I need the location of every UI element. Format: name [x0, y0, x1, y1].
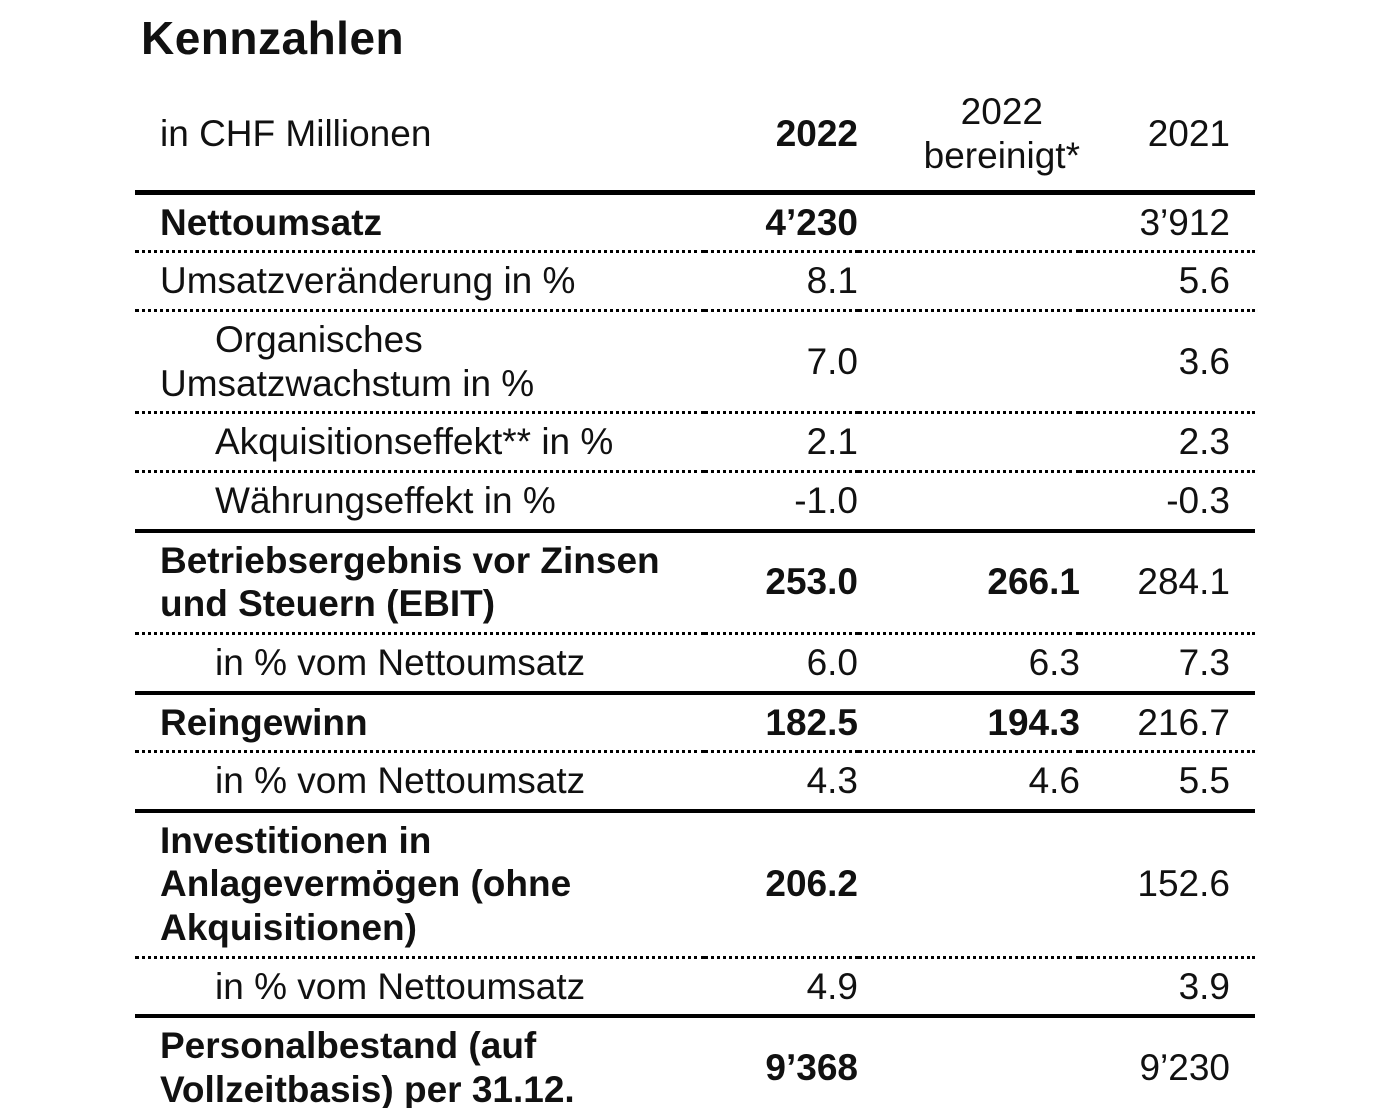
- cell-2022: 253.0: [705, 530, 858, 635]
- row-label: in % vom Nettoumsatz: [135, 633, 705, 695]
- cell-2022-bereinigt: 266.1: [858, 530, 1080, 635]
- cell-2022: 8.1: [705, 251, 858, 312]
- cell-2022-bereinigt: [858, 1016, 1080, 1108]
- row-reingewinn-marge: in % vom Nettoumsatz 4.3 4.6 5.5: [135, 751, 1255, 813]
- row-label: in % vom Nettoumsatz: [135, 957, 705, 1019]
- cell-2022-bereinigt: [858, 471, 1080, 533]
- cell-2021: 5.6: [1080, 251, 1255, 312]
- row-reingewinn: Reingewinn 182.5 194.3 216.7: [135, 692, 1255, 754]
- column-header-unit: in CHF Millionen: [135, 62, 705, 195]
- cell-2022-bereinigt: 4.6: [858, 751, 1080, 813]
- row-label: Währungseffekt in %: [135, 471, 705, 533]
- cell-2022: 6.0: [705, 633, 858, 695]
- row-waehrungseffekt: Währungseffekt in % -1.0 -0.3: [135, 471, 1255, 533]
- cell-2022: 182.5: [705, 692, 858, 754]
- row-akquisitionseffekt: Akquisitionseffekt** in % 2.1 2.3: [135, 412, 1255, 473]
- row-label: Investitionen in Anlagevermögen (ohne Ak…: [135, 810, 705, 959]
- cell-2022-bereinigt: [858, 251, 1080, 312]
- cell-2022: -1.0: [705, 471, 858, 533]
- row-organisches-umsatzwachstum: Organisches Umsatzwachstum in % 7.0 3.6: [135, 310, 1255, 415]
- column-header-2022-bereinigt: 2022 bereinigt*: [858, 62, 1080, 195]
- cell-2021: 9’230: [1139, 1047, 1230, 1089]
- row-nettoumsatz: Nettoumsatz 4’230 3’912: [135, 192, 1255, 254]
- row-umsatzveraenderung: Umsatzveränderung in % 8.1 5.6: [135, 251, 1255, 312]
- cell-2021: 5.5: [1080, 751, 1255, 813]
- page-title: Kennzahlen: [141, 12, 405, 64]
- cell-2021: 7.3: [1080, 633, 1255, 695]
- cell-2022: 9’368: [765, 1047, 858, 1089]
- cell-2022: 4.3: [705, 751, 858, 813]
- column-header-2021: 2021: [1080, 62, 1255, 195]
- row-investitionen: Investitionen in Anlagevermögen (ohne Ak…: [135, 810, 1255, 959]
- row-label: Akquisitionseffekt** in %: [135, 412, 705, 473]
- row-label: Reingewinn: [135, 692, 705, 754]
- cell-2022: 7.0: [705, 310, 858, 415]
- row-label: Personalbestand (auf Vollzeitbasis) per …: [160, 1025, 575, 1108]
- cell-2021: 2.3: [1080, 412, 1255, 473]
- column-header-2022-bereinigt-label: 2022 bereinigt*: [923, 91, 1080, 176]
- cell-2021: 216.7: [1080, 692, 1255, 754]
- cell-2022-bereinigt: [858, 412, 1080, 473]
- row-ebit: Betriebsergebnis vor Zinsen und Steuern …: [135, 530, 1255, 635]
- page: Kennzahlen in CHF Millionen 2022 2022 be…: [135, 0, 1255, 1108]
- cell-2022-bereinigt: [858, 957, 1080, 1019]
- cell-2022: 4’230: [705, 192, 858, 254]
- cell-2022-bereinigt: 194.3: [858, 692, 1080, 754]
- table-header-row: in CHF Millionen 2022 2022 bereinigt* 20…: [135, 62, 1255, 195]
- row-personalbestand: Personalbestand (auf Vollzeitbasis) per …: [135, 1016, 1255, 1108]
- cell-2022: 4.9: [705, 957, 858, 1019]
- cell-2022-bereinigt: [858, 192, 1080, 254]
- cell-2022-bereinigt: [858, 310, 1080, 415]
- column-header-2022: 2022: [705, 62, 858, 195]
- cell-2022: 206.2: [705, 810, 858, 959]
- row-label: Nettoumsatz: [135, 192, 705, 254]
- row-label: Umsatzveränderung in %: [135, 251, 705, 312]
- row-label: Organisches Umsatzwachstum in %: [135, 310, 705, 415]
- cell-2021: 284.1: [1080, 530, 1255, 635]
- row-label: Betriebsergebnis vor Zinsen und Steuern …: [135, 530, 705, 635]
- row-label: in % vom Nettoumsatz: [135, 751, 705, 813]
- cell-2021: -0.3: [1080, 471, 1255, 533]
- cell-2021: 3.6: [1080, 310, 1255, 415]
- cell-2022-bereinigt: 6.3: [858, 633, 1080, 695]
- cell-2021: 152.6: [1080, 810, 1255, 959]
- row-investitionen-marge: in % vom Nettoumsatz 4.9 3.9: [135, 957, 1255, 1019]
- cell-2021: 3’912: [1080, 192, 1255, 254]
- cell-2021: 3.9: [1080, 957, 1255, 1019]
- kennzahlen-table: in CHF Millionen 2022 2022 bereinigt* 20…: [135, 62, 1255, 1108]
- row-ebit-marge: in % vom Nettoumsatz 6.0 6.3 7.3: [135, 633, 1255, 695]
- cell-2022-bereinigt: [858, 810, 1080, 959]
- cell-2022: 2.1: [705, 412, 858, 473]
